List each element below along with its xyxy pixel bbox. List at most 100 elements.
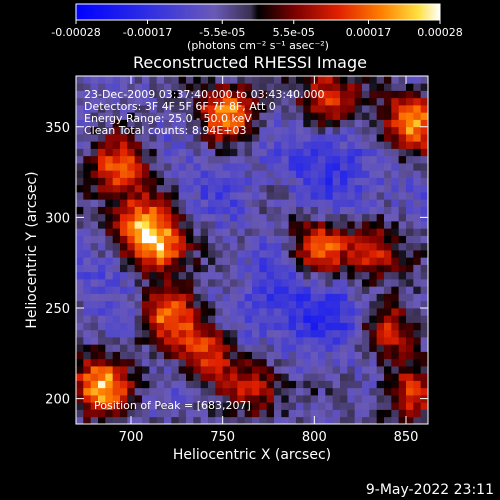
heatmap-cell <box>369 213 378 222</box>
heatmap-cell <box>303 97 312 106</box>
heatmap-cell <box>98 83 106 91</box>
heatmap-cell <box>178 90 187 99</box>
heatmap-cell <box>420 83 429 91</box>
heatmap-cell <box>420 286 429 294</box>
heatmap-cell <box>303 235 312 244</box>
heatmap-cell <box>164 235 172 244</box>
heatmap-cell <box>215 250 224 258</box>
heatmap-cell <box>325 380 334 389</box>
heatmap-cell <box>171 380 180 389</box>
heatmap-cell <box>215 402 224 410</box>
heatmap-cell <box>369 177 378 186</box>
heatmap-cell <box>200 366 209 374</box>
heatmap-cell <box>222 293 231 302</box>
heatmap-cell <box>149 329 158 338</box>
heatmap-cell <box>406 163 414 171</box>
heatmap-cell <box>354 250 363 258</box>
heatmap-cell <box>281 351 290 360</box>
heatmap-cell <box>222 337 231 345</box>
heatmap-cell <box>413 83 422 91</box>
heatmap-cell <box>156 148 165 157</box>
heatmap-cell <box>164 97 172 106</box>
heatmap-cell <box>215 177 224 186</box>
heatmap-cell <box>332 329 341 338</box>
heatmap-cell <box>112 119 121 128</box>
heatmap-cell <box>406 83 414 91</box>
heatmap-cell <box>332 315 341 323</box>
heatmap-cell <box>171 409 180 418</box>
heatmap-cell <box>215 235 224 244</box>
heatmap-cell <box>296 105 304 113</box>
heatmap-cell <box>325 322 334 331</box>
heatmap-cell <box>244 134 253 142</box>
heatmap-cell <box>281 344 290 352</box>
heatmap-cell <box>406 119 414 128</box>
heatmap-cell <box>252 213 260 222</box>
heatmap-cell <box>200 235 209 244</box>
heatmap-cell <box>406 300 414 309</box>
heatmap-cell <box>156 416 165 425</box>
heatmap-cell <box>274 300 282 309</box>
heatmap-cell <box>112 380 121 389</box>
heatmap-cell <box>127 344 136 352</box>
heatmap-cell <box>266 264 275 273</box>
heatmap-cell <box>149 90 158 99</box>
heatmap-cell <box>413 351 422 360</box>
heatmap-cell <box>332 134 341 142</box>
heatmap-cell <box>120 105 128 113</box>
heatmap-cell <box>281 76 290 84</box>
heatmap-cell <box>83 329 92 338</box>
heatmap-cell <box>112 242 121 251</box>
heatmap-cell <box>340 351 348 360</box>
heatmap-cell <box>274 395 282 403</box>
heatmap-cell <box>362 134 370 142</box>
heatmap-cell <box>340 380 348 389</box>
heatmap-cell <box>156 293 165 302</box>
heatmap-cell <box>134 105 143 113</box>
heatmap-cell <box>369 163 378 171</box>
heatmap-cell <box>171 366 180 374</box>
heatmap-cell <box>178 184 187 193</box>
heatmap-cell <box>310 279 319 287</box>
heatmap-cell <box>398 395 407 403</box>
heatmap-cell <box>105 264 114 273</box>
heatmap-cell <box>171 105 180 113</box>
heatmap-cell <box>230 315 238 323</box>
heatmap-cell <box>178 250 187 258</box>
heatmap-cell <box>200 402 209 410</box>
heatmap-cell <box>83 264 92 273</box>
heatmap-cell <box>193 105 202 113</box>
heatmap-cell <box>384 395 392 403</box>
heatmap-cell <box>134 192 143 200</box>
heatmap-cell <box>208 315 216 323</box>
heatmap-cell <box>281 97 290 106</box>
heatmap-cell <box>310 351 319 360</box>
heatmap-cell <box>303 373 312 381</box>
heatmap-cell <box>186 322 194 331</box>
heatmap-cell <box>215 329 224 338</box>
heatmap-cell <box>406 409 414 418</box>
heatmap-cell <box>266 90 275 99</box>
heatmap-cell <box>178 279 187 287</box>
heatmap-cell <box>156 409 165 418</box>
heatmap-cell <box>90 293 99 302</box>
heatmap-cell <box>244 213 253 222</box>
heatmap-cell <box>288 322 297 331</box>
heatmap-cell <box>354 344 363 352</box>
heatmap-cell <box>142 141 150 149</box>
heatmap-cell <box>259 119 268 128</box>
heatmap-cell <box>186 279 194 287</box>
heatmap-cells <box>76 76 429 425</box>
heatmap-cell <box>120 163 128 171</box>
heatmap-cell <box>362 105 370 113</box>
heatmap-cell <box>318 97 326 106</box>
heatmap-cell <box>391 293 400 302</box>
heatmap-cell <box>120 228 128 236</box>
heatmap-cell <box>288 235 297 244</box>
heatmap-cell <box>215 300 224 309</box>
heatmap-cell <box>310 199 319 207</box>
heatmap-cell <box>325 402 334 410</box>
heatmap-cell <box>318 163 326 171</box>
heatmap-cell <box>178 235 187 244</box>
heatmap-cell <box>76 242 84 251</box>
